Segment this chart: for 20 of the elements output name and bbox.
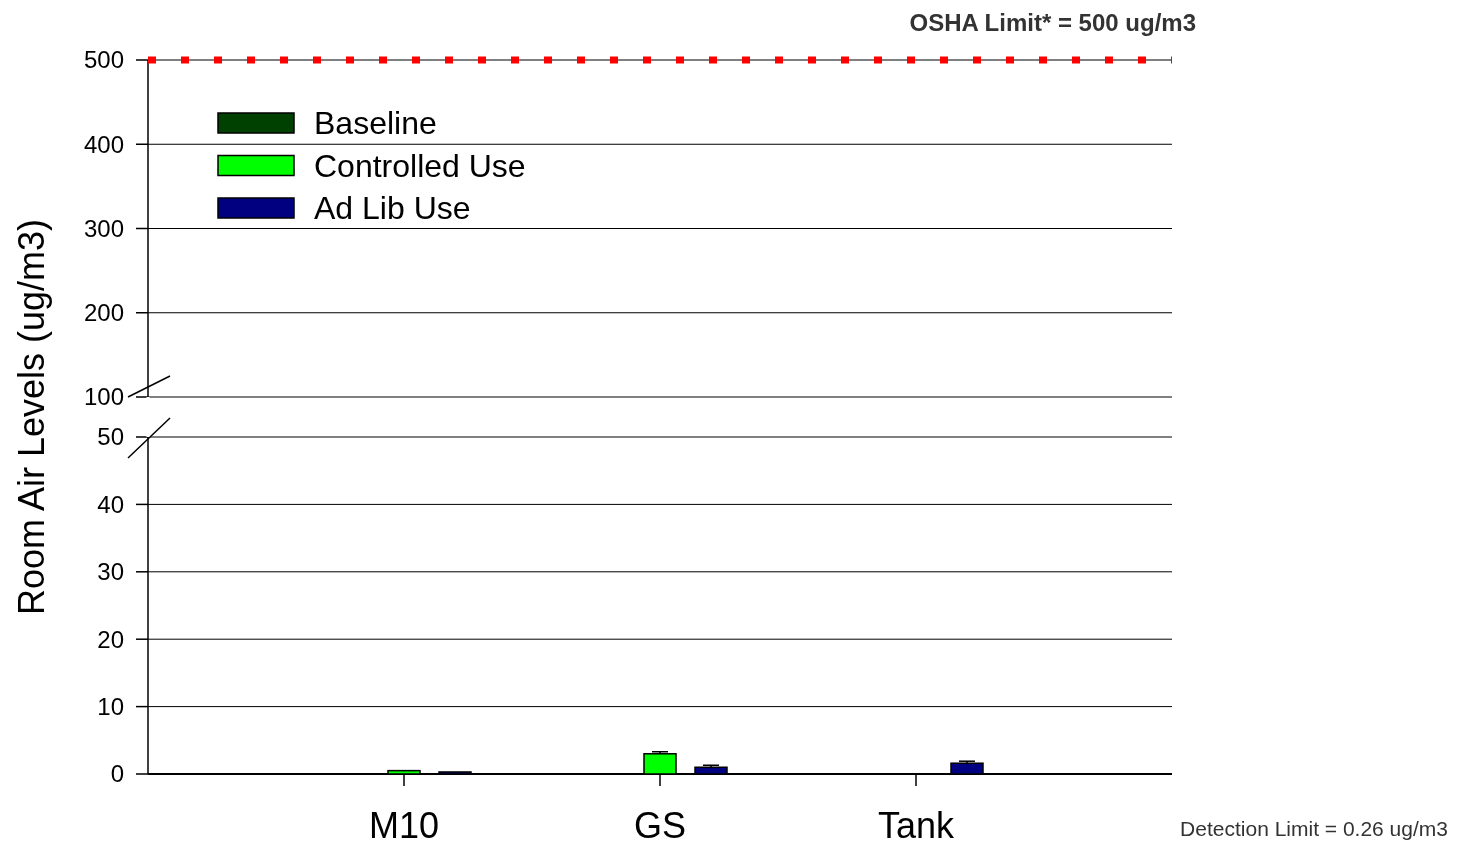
legend-label: Controlled Use xyxy=(314,147,526,184)
y-tick-label: 20 xyxy=(97,625,124,653)
y-axis-title: Room Air Levels (ug/m3) xyxy=(11,218,52,616)
y-tick-label: 500 xyxy=(83,46,124,74)
legend-label: Ad Lib Use xyxy=(314,190,471,227)
text: Detection Limit = 0.26 ug/m3 xyxy=(1180,817,1448,840)
y-tick-label: 10 xyxy=(97,693,124,720)
y-tick-label: 30 xyxy=(97,558,124,586)
y-tick-label: 300 xyxy=(83,214,124,242)
y-tick-label: 400 xyxy=(83,130,124,158)
x-tick-label: M10 xyxy=(368,805,440,845)
x-tick-label: GS xyxy=(633,805,687,845)
y-tick-label: 100 xyxy=(83,383,124,411)
y-tick-label: 0 xyxy=(110,760,124,788)
x-tick-label: Tank xyxy=(877,805,956,845)
legend-label: Baseline xyxy=(314,105,437,142)
y-tick-label: 200 xyxy=(83,299,124,327)
y-tick-label: 50 xyxy=(97,423,124,451)
ref-line-label: OSHA Limit* = 500 ug/m3 xyxy=(909,9,1196,36)
y-tick-label: 40 xyxy=(97,490,124,518)
